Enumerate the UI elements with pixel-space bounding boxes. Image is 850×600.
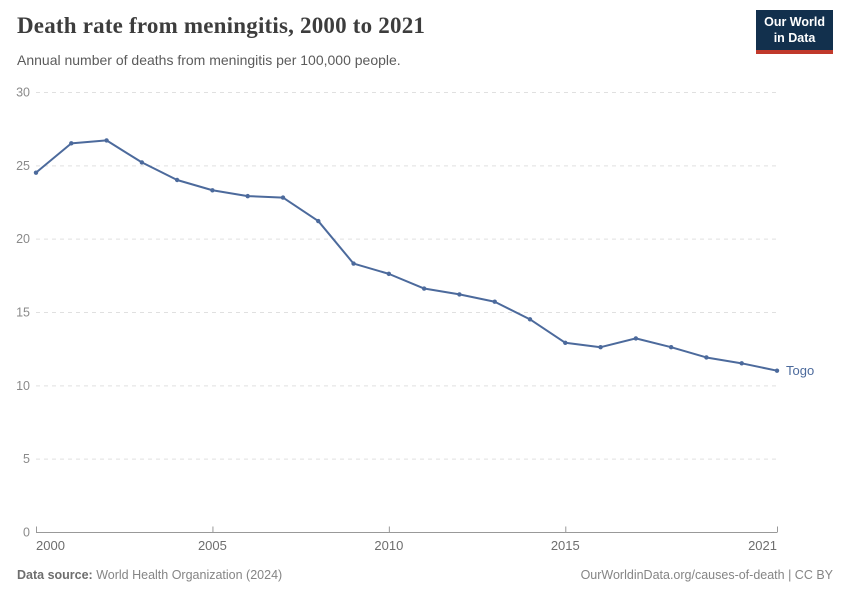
x-axis-label-2010: 2010 xyxy=(374,538,403,553)
y-axis-label-15: 15 xyxy=(16,306,30,320)
data-point-2012[interactable] xyxy=(457,292,462,297)
chart-subtitle: Annual number of deaths from meningitis … xyxy=(17,52,401,68)
x-axis-label-2000: 2000 xyxy=(36,538,65,553)
data-point-2014[interactable] xyxy=(527,317,533,322)
data-point-2007[interactable] xyxy=(280,195,286,200)
data-point-2013[interactable] xyxy=(492,299,497,304)
data-point-2009[interactable] xyxy=(351,261,356,266)
y-axis-label-10: 10 xyxy=(16,379,30,393)
owid-logo-line1: Our World xyxy=(764,15,825,29)
license-link[interactable]: OurWorldinData.org/causes-of-death | CC … xyxy=(580,568,833,582)
page-title: Death rate from meningitis, 2000 to 2021 xyxy=(17,13,426,38)
data-point-2020[interactable] xyxy=(739,361,744,366)
footer: Data source: World Health Organization (… xyxy=(17,568,833,582)
data-point-2003[interactable] xyxy=(139,160,145,165)
data-point-2021[interactable] xyxy=(774,368,780,373)
data-point-2018[interactable] xyxy=(668,345,674,350)
data-point-2016[interactable] xyxy=(598,345,603,350)
data-point-2006[interactable] xyxy=(245,193,250,199)
owid-logo[interactable]: Our World in Data xyxy=(756,10,833,55)
data-point-2011[interactable] xyxy=(421,286,427,291)
data-source-note: Data source: World Health Organization (… xyxy=(17,568,282,582)
data-point-2005[interactable] xyxy=(210,188,215,193)
data-point-2019[interactable] xyxy=(704,355,709,360)
y-axis-label-25: 25 xyxy=(16,159,30,173)
data-point-2015[interactable] xyxy=(563,340,568,345)
data-point-2000[interactable] xyxy=(33,170,39,175)
owid-logo-line2: in Data xyxy=(773,30,816,45)
data-source-label: Data source: xyxy=(17,568,93,582)
data-point-2008[interactable] xyxy=(316,218,321,224)
y-axis-label-20: 20 xyxy=(16,232,30,246)
data-point-2010[interactable] xyxy=(386,271,392,277)
data-point-2017[interactable] xyxy=(633,336,639,341)
y-axis-label-0: 0 xyxy=(23,526,30,540)
x-axis-label-2021: 2021 xyxy=(748,538,777,553)
y-axis-label-5: 5 xyxy=(23,452,30,466)
series-line-togo[interactable] xyxy=(35,139,778,372)
x-axis-label-2015: 2015 xyxy=(551,538,580,553)
x-axis-label-2005: 2005 xyxy=(198,538,227,553)
data-point-2002[interactable] xyxy=(104,138,109,143)
y-axis-label-30: 30 xyxy=(16,86,30,100)
data-point-2004[interactable] xyxy=(174,177,180,183)
data-point-2001[interactable] xyxy=(69,141,74,146)
series-label-togo[interactable]: Togo xyxy=(786,363,814,378)
data-source-value: World Health Organization (2024) xyxy=(92,568,283,582)
